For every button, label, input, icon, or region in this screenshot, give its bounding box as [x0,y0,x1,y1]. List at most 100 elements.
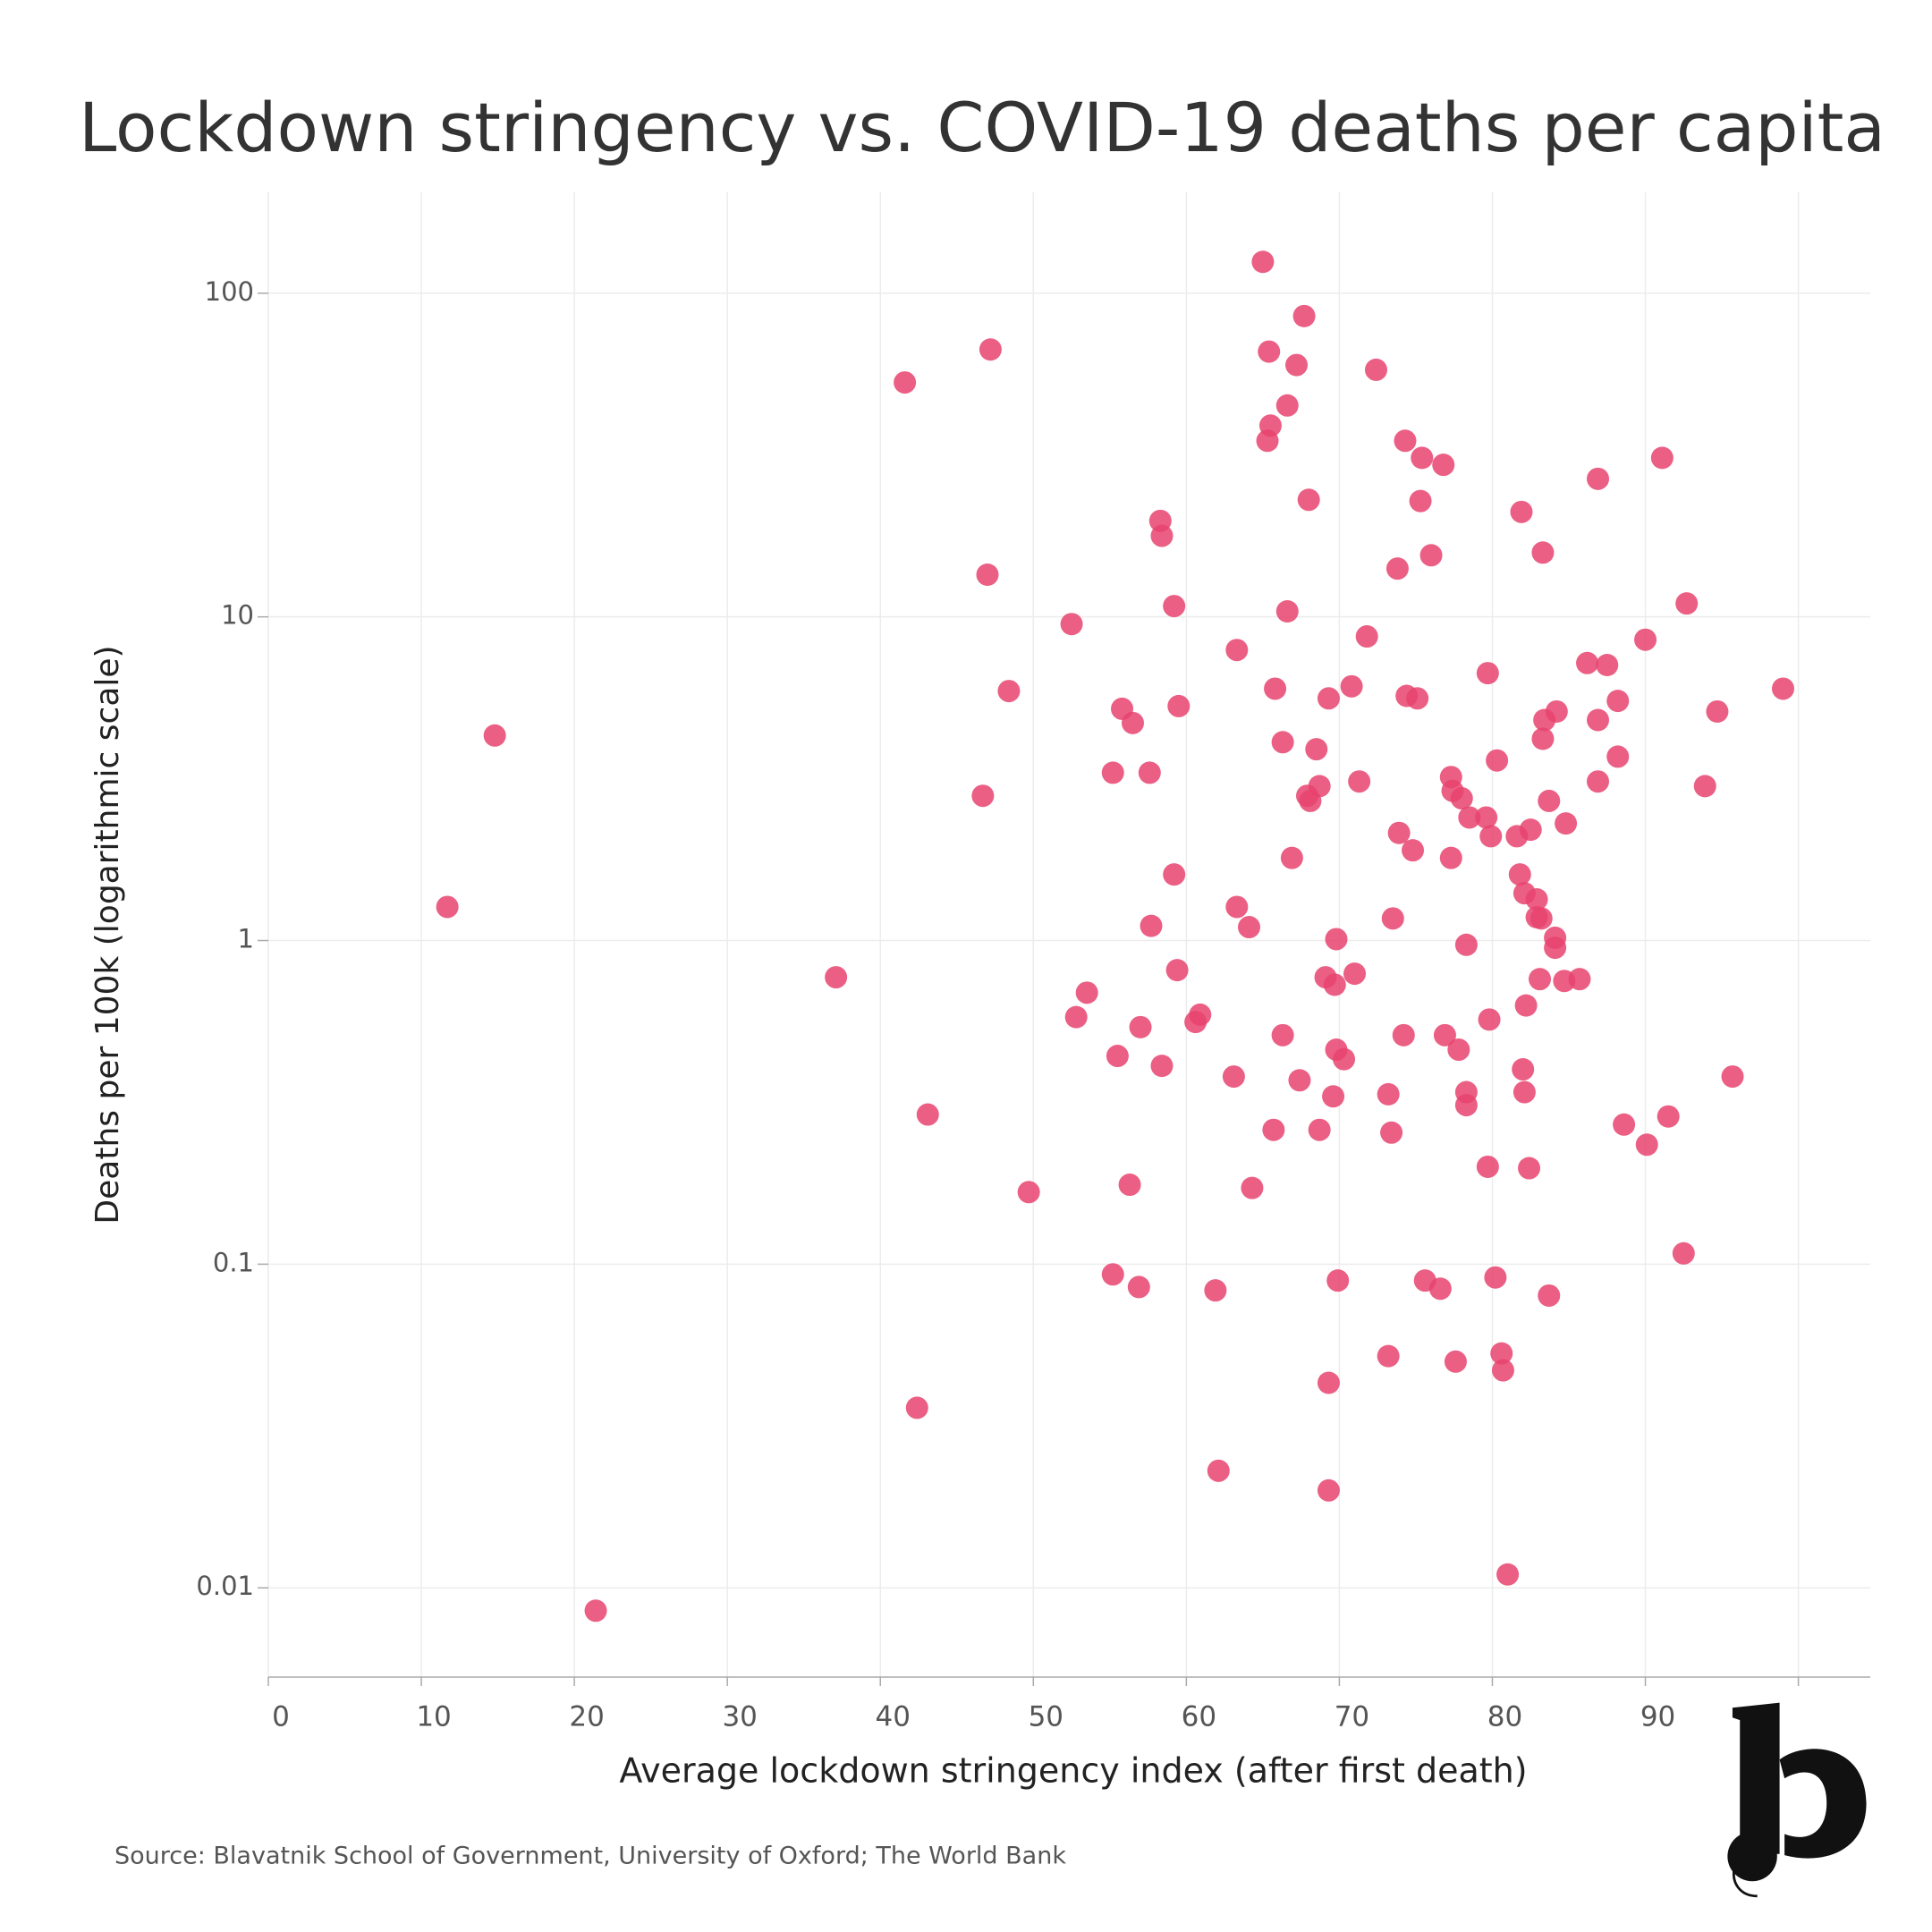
point [1163,863,1186,886]
point [1075,981,1098,1004]
x-tick-label: 50 [1029,1701,1063,1733]
point [1150,1055,1174,1078]
point [1613,1113,1636,1136]
point [1322,1085,1345,1108]
chart-title: Lockdown stringency vs. COVID-19 deaths … [79,88,1885,167]
point [1428,1277,1452,1301]
point [436,895,459,919]
point [1693,775,1716,798]
x-tick-label: 20 [569,1701,604,1733]
point [1106,1045,1129,1068]
point [1505,825,1529,848]
y-tick-label: 0.1 [213,1247,254,1277]
x-axis-label: Average lockdown stringency index (after… [619,1751,1527,1791]
point [1771,677,1794,700]
point [1496,1563,1520,1586]
point [483,724,506,747]
logo-stem [1732,1702,1780,1854]
x-tick-label: 70 [1335,1701,1369,1733]
point [584,1599,607,1623]
point [1204,1279,1227,1302]
point [1538,1284,1561,1307]
point [1288,1069,1311,1092]
point [1411,446,1434,470]
point [1454,1094,1478,1117]
point [825,966,848,989]
point [1476,662,1499,685]
point [1439,846,1462,869]
point [1657,1105,1680,1128]
point [1491,1359,1514,1382]
point [1275,394,1299,417]
x-tick-label: 60 [1182,1701,1216,1733]
point [1381,907,1404,930]
point [1225,639,1249,662]
logo [1720,1698,1876,1902]
point [1433,1023,1456,1046]
point [894,371,917,394]
point [1262,1118,1285,1141]
point [1184,1011,1208,1034]
point [1017,1181,1040,1204]
point [916,1103,939,1126]
point [1484,1266,1507,1289]
point [1513,1080,1536,1104]
point [1596,653,1619,676]
x-tick-label: 10 [416,1701,451,1733]
point [1101,761,1124,784]
point [1121,711,1144,734]
point [1264,677,1287,700]
point [1402,839,1425,862]
point [1140,914,1163,937]
x-tick-label: 0 [272,1701,290,1733]
point [1444,1350,1467,1373]
point [1675,592,1699,615]
point [1364,358,1387,381]
y-tick-label: 10 [221,600,254,631]
point [1587,467,1610,490]
point [1333,1047,1356,1071]
point [1225,895,1249,919]
point [1064,1005,1088,1029]
point [1271,1023,1294,1046]
point [1458,806,1481,829]
point [1292,304,1316,327]
point [997,680,1021,703]
point [1512,1058,1535,1081]
point [1060,613,1083,636]
point [1450,787,1473,810]
point [1258,340,1281,363]
point [1380,1121,1403,1144]
point [1576,651,1599,674]
point [1256,429,1279,453]
point [1475,806,1498,829]
point [1392,1023,1415,1046]
point [1606,690,1630,713]
point [1721,1065,1744,1089]
point [979,338,1002,361]
x-tick-label: 40 [876,1701,911,1733]
point [1355,625,1378,648]
point [1529,968,1552,991]
point [1672,1241,1695,1265]
point [1222,1065,1245,1089]
point [1525,888,1548,911]
point [1237,916,1260,939]
source-note: Source: Blavatnik School of Government, … [114,1843,1066,1870]
point [1101,1263,1124,1286]
point [1129,1015,1152,1038]
plot-area [436,250,1794,1623]
point [1118,1174,1141,1197]
point [1490,1342,1513,1365]
point [1241,1176,1264,1199]
point [1297,488,1320,512]
point [1280,846,1303,869]
point [1377,1344,1400,1368]
point [1544,936,1567,960]
logo-bowl [1779,1749,1867,1859]
point [1538,789,1561,812]
point [1340,674,1363,698]
